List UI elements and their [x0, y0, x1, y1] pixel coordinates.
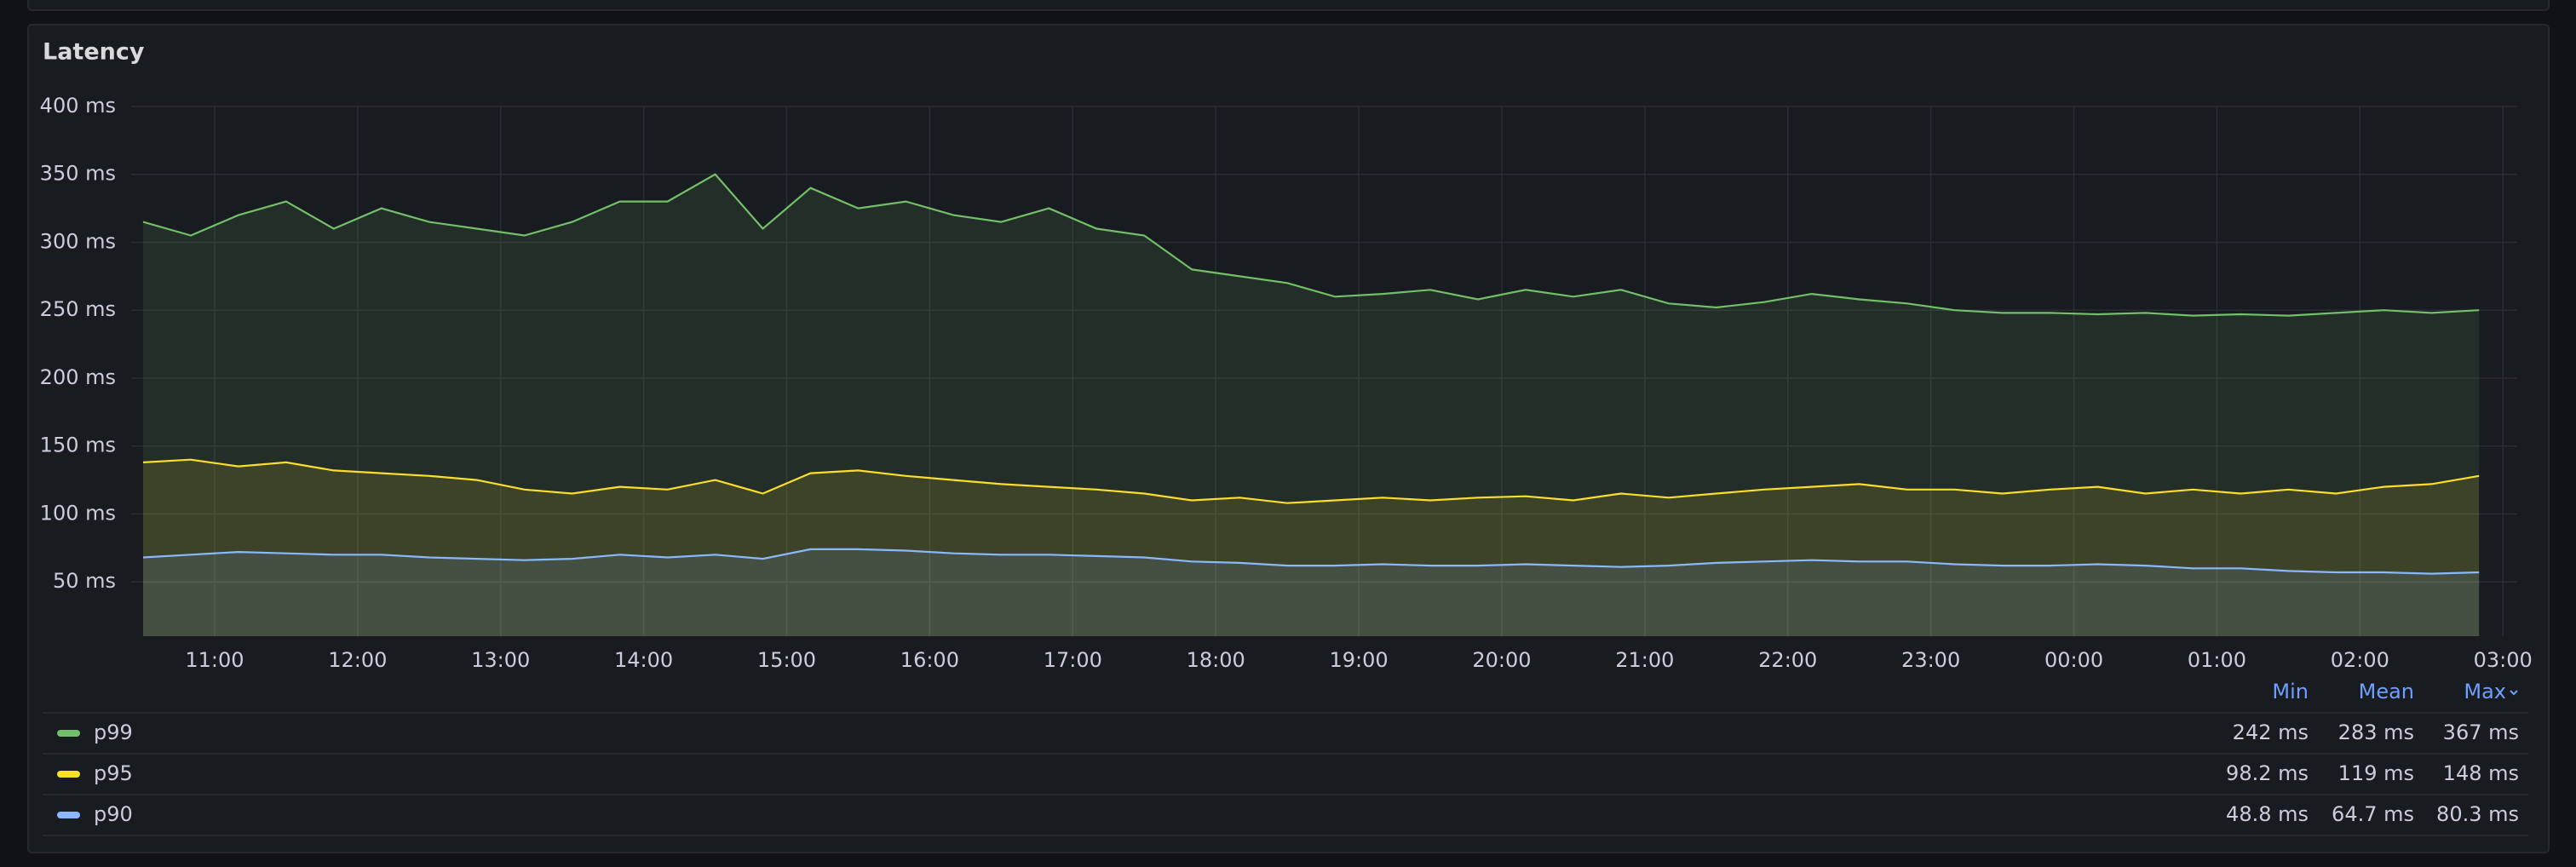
- legend-stat: 242 ms: [2233, 721, 2309, 744]
- x-tick-label: 22:00: [1758, 648, 1817, 672]
- x-tick-label: 02:00: [2331, 648, 2389, 672]
- x-tick-label: 13:00: [471, 648, 530, 672]
- legend-column-header: Mean: [2359, 680, 2414, 703]
- legend-stat: 80.3 ms: [2436, 802, 2519, 826]
- legend-column-header: Min: [2272, 680, 2309, 703]
- x-tick-label: 03:00: [2474, 648, 2533, 672]
- series-line: [142, 458, 2480, 504]
- x-tick-label: 12:00: [328, 648, 387, 672]
- x-tick-label: 17:00: [1044, 648, 1102, 672]
- y-tick-label: 50 ms: [53, 569, 116, 593]
- y-tick-label: 300 ms: [40, 229, 116, 253]
- x-tick-label: 19:00: [1329, 648, 1388, 672]
- y-tick-label: 150 ms: [40, 434, 116, 457]
- legend-name: p99: [94, 721, 133, 744]
- previous-panel: [27, 0, 2550, 11]
- legend-name: p95: [94, 761, 133, 785]
- legend-swatch: [57, 771, 80, 778]
- legend-stat: 64.7 ms: [2332, 802, 2414, 826]
- y-tick-label: 200 ms: [40, 365, 116, 389]
- y-tick-label: 250 ms: [40, 297, 116, 321]
- x-tick-label: 23:00: [1901, 648, 1960, 672]
- series-area: [142, 174, 2480, 636]
- panel-title: Latency: [43, 39, 145, 66]
- x-tick-label: 11:00: [185, 648, 244, 672]
- x-tick-label: 18:00: [1187, 648, 1245, 672]
- y-tick-label: 400 ms: [40, 94, 116, 118]
- y-tick-label: 100 ms: [40, 501, 116, 525]
- panel: [27, 24, 2550, 853]
- series-line: [142, 173, 2480, 317]
- series-area: [142, 459, 2480, 636]
- legend-swatch: [57, 812, 80, 818]
- legend-name: p90: [94, 802, 133, 826]
- x-tick-label: 01:00: [2188, 648, 2246, 672]
- x-tick-label: 15:00: [757, 648, 816, 672]
- x-tick-label: 00:00: [2044, 648, 2103, 672]
- legend-stat: 119 ms: [2338, 761, 2414, 785]
- sort-chevron: [2510, 690, 2518, 696]
- y-tick-label: 350 ms: [40, 162, 116, 186]
- legend-column-header: Max: [2464, 680, 2506, 703]
- x-tick-label: 21:00: [1615, 648, 1674, 672]
- legend-stat: 48.8 ms: [2226, 802, 2309, 826]
- legend-stat: 148 ms: [2443, 761, 2519, 785]
- series-line: [142, 548, 2480, 575]
- legend-stat: 367 ms: [2443, 721, 2519, 744]
- x-tick-label: 20:00: [1472, 648, 1531, 672]
- legend-swatch: [57, 730, 80, 737]
- series-area: [142, 548, 2480, 636]
- legend-stat: 98.2 ms: [2226, 761, 2309, 785]
- x-tick-label: 16:00: [900, 648, 959, 672]
- x-tick-label: 14:00: [614, 648, 673, 672]
- legend-stat: 283 ms: [2338, 721, 2414, 744]
